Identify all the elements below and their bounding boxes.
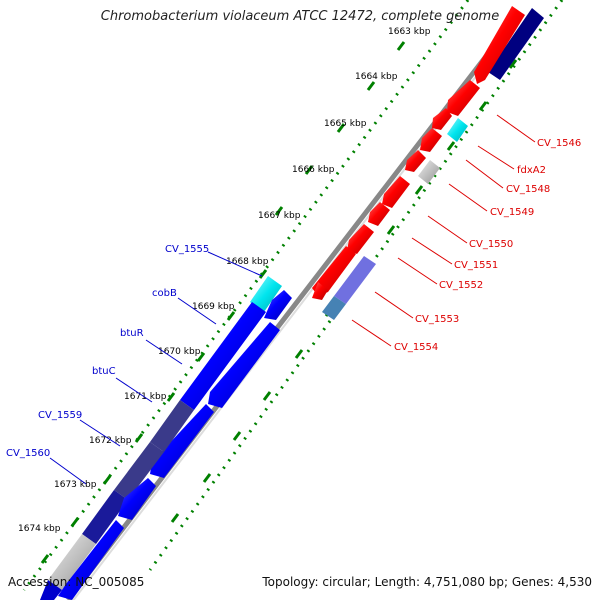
- tick-label: 1666 kbp: [292, 165, 335, 175]
- gene-cv1550[interactable]: [368, 202, 390, 226]
- gene-cv1546[interactable]: [474, 6, 525, 84]
- gene-cv1560[interactable]: [48, 534, 96, 590]
- gene-cv1553[interactable]: [334, 256, 376, 304]
- gene-cv1560-b[interactable]: [118, 478, 156, 520]
- gene-label[interactable]: CV_1548: [506, 184, 550, 195]
- gene-label[interactable]: fdxA2: [517, 165, 546, 176]
- gene-cv1549[interactable]: [382, 176, 410, 208]
- gene-cv1548b[interactable]: [405, 150, 426, 172]
- outer-tick-ring: [22, 0, 470, 591]
- tick-label: 1669 kbp: [192, 302, 235, 312]
- gene-label[interactable]: CV_1550: [469, 239, 513, 250]
- tick-label: 1670 kbp: [158, 347, 201, 357]
- gene-cv1548[interactable]: [418, 160, 440, 184]
- reverse-gene-labels: CV_1555 cobB btuR btuC CV_1559 CV_1560: [6, 244, 263, 485]
- tick-labels: 1663 kbp 1664 kbp 1665 kbp 1666 kbp 1667…: [18, 27, 431, 534]
- tick-label: 1667 kbp: [258, 211, 301, 221]
- gene-label[interactable]: CV_1546: [537, 138, 581, 149]
- forward-strand-genes: [312, 6, 525, 320]
- gene-btuc[interactable]: [150, 404, 214, 478]
- gene-cv1552b[interactable]: [312, 282, 328, 300]
- tick-label: 1664 kbp: [355, 72, 398, 82]
- accession-text: Accession: NC_005085: [8, 575, 145, 589]
- gene-label[interactable]: CV_1560: [6, 448, 50, 459]
- gene-label[interactable]: CV_1551: [454, 260, 498, 271]
- gene-label[interactable]: CV_1549: [490, 207, 534, 218]
- gene-cv1552[interactable]: [312, 246, 356, 296]
- tick-label: 1663 kbp: [388, 27, 431, 37]
- gene-cv1548-red[interactable]: [420, 128, 442, 152]
- gene-cv1560-blue[interactable]: [82, 490, 128, 544]
- gene-fdxa2-red[interactable]: [432, 108, 452, 130]
- tick-label: 1668 kbp: [226, 257, 269, 267]
- gene-navy-block[interactable]: [488, 8, 544, 80]
- gene-cv1554[interactable]: [322, 296, 346, 320]
- forward-gene-labels: CV_1546 fdxA2 CV_1548 CV_1549 CV_1550 CV…: [351, 114, 581, 353]
- gene-label[interactable]: btuC: [92, 366, 116, 377]
- gene-cv1555[interactable]: [250, 276, 282, 312]
- gene-cv1559-a[interactable]: [150, 400, 194, 452]
- gene-cv1560-d[interactable]: [40, 580, 62, 600]
- gene-cv1546b[interactable]: [447, 80, 480, 116]
- gene-label[interactable]: CV_1553: [415, 314, 459, 325]
- reverse-strand-genes: [40, 276, 292, 600]
- tick-label: 1672 kbp: [89, 436, 132, 446]
- gene-btur[interactable]: [208, 322, 280, 408]
- gene-label[interactable]: CV_1559: [38, 410, 82, 421]
- gene-label[interactable]: CV_1555: [165, 244, 209, 255]
- topology-text: Topology: circular; Length: 4,751,080 bp…: [262, 575, 592, 589]
- map-title: Chromobacterium violaceum ATCC 12472, co…: [100, 9, 500, 24]
- gene-label[interactable]: cobB: [152, 288, 177, 299]
- gene-cobb[interactable]: [180, 302, 266, 410]
- tick-label: 1665 kbp: [324, 119, 367, 129]
- gene-cv1551[interactable]: [347, 224, 374, 254]
- tick-label: 1674 kbp: [18, 524, 61, 534]
- gene-label[interactable]: CV_1552: [439, 280, 483, 291]
- gene-label[interactable]: CV_1554: [394, 342, 438, 353]
- gene-fdxa2[interactable]: [447, 118, 468, 142]
- gene-cv1560-c[interactable]: [58, 520, 124, 600]
- tick-label: 1673 kbp: [54, 480, 97, 490]
- gene-cobb-inner[interactable]: [264, 290, 292, 320]
- gene-label[interactable]: btuR: [120, 328, 144, 339]
- gene-cv1559[interactable]: [114, 442, 164, 500]
